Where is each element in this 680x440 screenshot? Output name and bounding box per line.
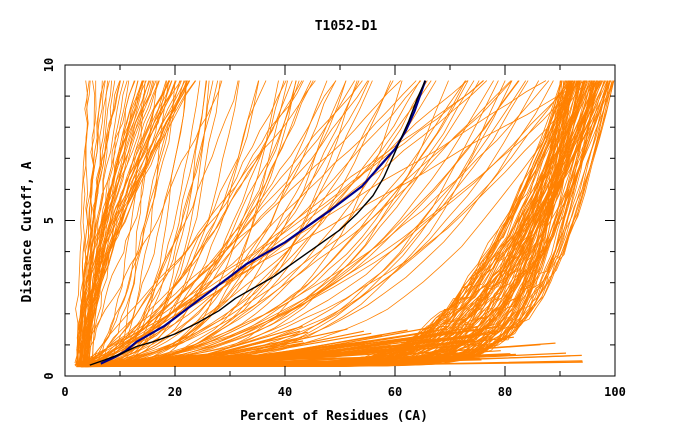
background-series-line bbox=[80, 80, 519, 364]
background-series-line bbox=[90, 80, 181, 365]
x-tick-label: 80 bbox=[498, 385, 512, 399]
background-series-line bbox=[87, 80, 337, 365]
background-series-line bbox=[79, 80, 88, 365]
background-series-line bbox=[89, 80, 593, 367]
background-series-line bbox=[85, 80, 550, 365]
background-series-line bbox=[77, 80, 239, 365]
y-axis-label: Distance Cutoff, A bbox=[20, 161, 35, 302]
x-tick-label: 60 bbox=[388, 385, 402, 399]
background-series-line bbox=[80, 80, 170, 367]
background-series-line bbox=[74, 80, 421, 366]
x-tick-label: 0 bbox=[61, 385, 68, 399]
background-series-line bbox=[76, 343, 438, 367]
background-series-line bbox=[86, 80, 130, 367]
background-series-line bbox=[80, 332, 372, 365]
y-tick-label: 5 bbox=[42, 217, 56, 224]
highlight-series-black-line bbox=[89, 80, 426, 366]
background-series-line bbox=[81, 80, 112, 366]
background-series-line bbox=[76, 342, 556, 365]
background-series-line bbox=[76, 80, 150, 364]
x-tick-label: 100 bbox=[604, 385, 626, 399]
background-series-line bbox=[84, 80, 197, 363]
background-series-line bbox=[80, 80, 106, 364]
background-series-line bbox=[79, 80, 586, 364]
background-series-line bbox=[92, 80, 144, 363]
background-series-line bbox=[88, 80, 580, 367]
background-series-line bbox=[85, 80, 97, 366]
background-series-line bbox=[88, 80, 160, 365]
background-series-line bbox=[76, 360, 583, 368]
highlight-series-group bbox=[89, 80, 427, 366]
background-series-line bbox=[77, 80, 182, 366]
background-series-line bbox=[89, 80, 287, 367]
background-series-line bbox=[75, 80, 91, 366]
background-series-line bbox=[84, 328, 448, 366]
y-tick-label: 10 bbox=[42, 58, 56, 72]
plot-area bbox=[74, 80, 615, 368]
background-series-group bbox=[74, 80, 615, 368]
background-series-line bbox=[77, 80, 573, 364]
background-series-line bbox=[81, 80, 186, 366]
x-axis-label: Percent of Residues (CA) bbox=[240, 409, 428, 424]
background-series-line bbox=[86, 80, 512, 364]
background-series-line bbox=[81, 80, 316, 367]
background-series-line bbox=[76, 362, 491, 366]
background-series-line bbox=[88, 80, 240, 364]
chart-title: T1052-D1 bbox=[315, 19, 378, 34]
background-series-line bbox=[90, 80, 513, 367]
y-axis: 0 5 10 bbox=[42, 58, 615, 380]
background-series-line bbox=[76, 80, 121, 363]
background-series-line bbox=[82, 80, 432, 367]
x-tick-label: 40 bbox=[278, 385, 292, 399]
x-tick-label: 20 bbox=[168, 385, 182, 399]
background-series-line bbox=[74, 80, 488, 366]
background-series-line bbox=[83, 334, 426, 365]
x-axis: 0 20 40 60 80 100 bbox=[61, 65, 626, 399]
background-series-line bbox=[86, 80, 356, 363]
background-series-line bbox=[83, 80, 168, 365]
y-tick-label: 0 bbox=[42, 372, 56, 379]
